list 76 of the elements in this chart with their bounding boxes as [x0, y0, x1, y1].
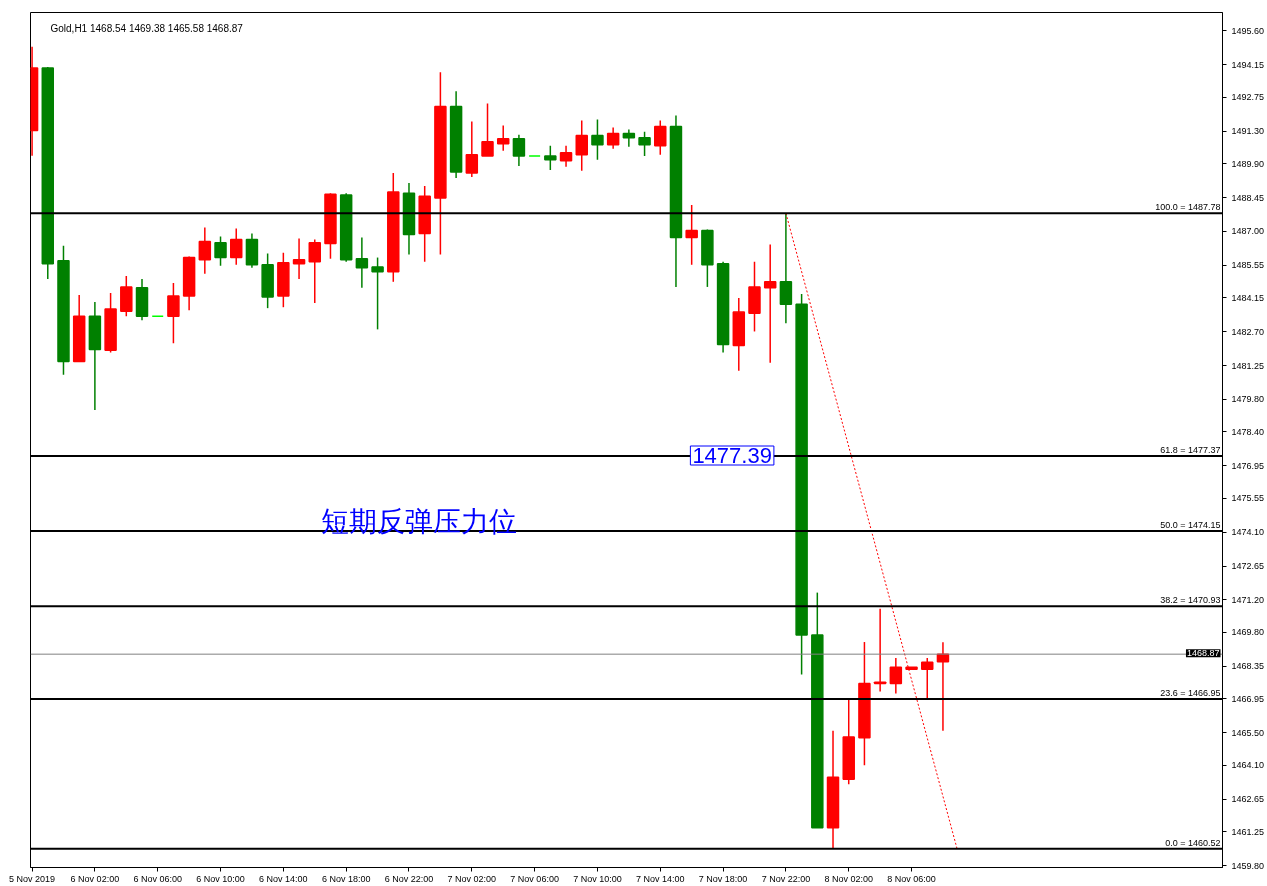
- y-tick-label: 1465.50: [1231, 727, 1265, 738]
- candlestick: [465, 120, 479, 178]
- candlestick: [575, 119, 588, 172]
- x-tick-label: 7 Nov 22:00: [761, 873, 811, 884]
- candlestick: [936, 641, 950, 732]
- y-tick-label: 1485.55: [1231, 260, 1265, 271]
- y-tick-label: 1494.15: [1231, 59, 1265, 70]
- candlestick: [889, 657, 903, 695]
- ref-line-label: 100.0 = 1487.78: [1155, 202, 1221, 213]
- candlestick: [229, 227, 243, 266]
- candlestick: [512, 133, 526, 167]
- y-tick-label: 1468.35: [1231, 661, 1265, 672]
- y-tick-label: 1478.40: [1231, 426, 1265, 437]
- x-tick-label: 7 Nov 10:00: [573, 873, 622, 884]
- x-tick-label: 7 Nov 14:00: [636, 873, 685, 884]
- y-tick-label: 1495.60: [1231, 25, 1265, 36]
- y-tick-label: 1464.10: [1231, 760, 1265, 771]
- ref-line-label: 23.6 = 1466.95: [1160, 687, 1221, 698]
- candlestick: [559, 144, 573, 168]
- text: Gold,H1 1468.54 1469.38 1465.58 1468.87: [50, 22, 244, 34]
- x-tick-label: 7 Nov 06:00: [510, 873, 559, 884]
- x-tick-label: 7 Nov 18:00: [698, 873, 748, 884]
- annotation: 短期反弹压力位: [320, 504, 517, 538]
- ref-line-label: 50.0 = 1474.15: [1160, 520, 1221, 531]
- candlestick: [198, 226, 212, 275]
- candlestick: [308, 238, 321, 304]
- candlestick: [921, 657, 934, 701]
- annotation: 1477.39: [692, 443, 772, 469]
- candlestick: [654, 119, 667, 156]
- y-tick-label: 1488.45: [1231, 192, 1265, 203]
- x-tick-label: 6 Nov 06:00: [133, 873, 182, 884]
- candlestick: [167, 282, 180, 345]
- y-tick-label: 1474.10: [1231, 527, 1265, 538]
- y-tick-label: 1492.75: [1231, 92, 1265, 103]
- y-tick-label: 1459.80: [1231, 860, 1265, 871]
- y-tick-label: 1466.95: [1231, 693, 1265, 704]
- x-tick-label: 6 Nov 02:00: [70, 873, 120, 884]
- y-tick-label: 1476.95: [1231, 460, 1265, 471]
- y-tick-label: 1471.20: [1231, 594, 1265, 605]
- candlestick: [779, 212, 793, 325]
- candlestick: [481, 102, 494, 157]
- x-tick-label: 7 Nov 02:00: [447, 873, 497, 884]
- ref-line-label: 1468.87: [1186, 648, 1220, 659]
- candlestick: [591, 118, 604, 161]
- ref-line-label: 61.8 = 1477.37: [1160, 444, 1221, 455]
- x-tick-label: 8 Nov 02:00: [824, 873, 873, 884]
- y-tick-label: 1484.15: [1231, 292, 1265, 303]
- candlestick: [544, 144, 557, 171]
- candlestick: [355, 236, 369, 289]
- y-tick-label: 1475.55: [1231, 493, 1265, 504]
- x-tick-label: 6 Nov 10:00: [196, 873, 245, 884]
- candlestick: [685, 204, 698, 266]
- candlestick: [638, 130, 651, 157]
- x-tick-label: 5 Nov 2019: [9, 873, 56, 884]
- y-tick-label: 1482.70: [1231, 326, 1265, 337]
- ref-line-label: 0.0 = 1460.52: [1165, 837, 1221, 848]
- y-tick-label: 1472.65: [1231, 561, 1265, 572]
- y-tick-label: 1461.25: [1231, 826, 1265, 837]
- x-tick-label: 8 Nov 06:00: [887, 873, 936, 884]
- candlestick: [606, 126, 620, 150]
- y-tick-label: 1481.25: [1231, 360, 1265, 371]
- y-tick-label: 1462.65: [1231, 794, 1265, 805]
- candlestick: [214, 235, 227, 267]
- candlestick: [292, 237, 306, 280]
- y-tick-label: 1489.90: [1231, 158, 1265, 169]
- y-tick-label: 1491.30: [1231, 126, 1265, 137]
- y-tick-label: 1479.80: [1231, 394, 1265, 405]
- ref-line-label: 38.2 = 1470.93: [1160, 595, 1221, 606]
- y-tick-label: 1469.80: [1231, 627, 1265, 638]
- candlestick: [371, 256, 384, 331]
- candlestick: [496, 124, 510, 152]
- x-tick-label: 6 Nov 18:00: [321, 873, 371, 884]
- x-tick-label: 6 Nov 14:00: [259, 873, 308, 884]
- candlestick: [763, 243, 777, 364]
- x-tick-label: 6 Nov 22:00: [384, 873, 434, 884]
- y-tick-label: 1487.00: [1231, 226, 1265, 237]
